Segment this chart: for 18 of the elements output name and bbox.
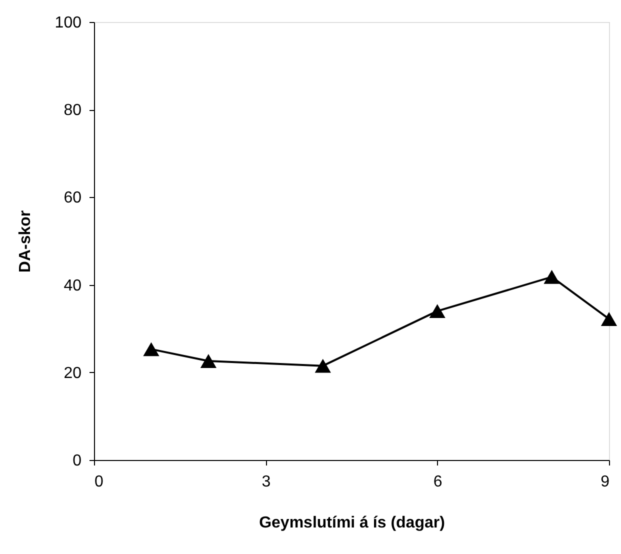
x-tick-label: 3 — [262, 474, 271, 490]
point — [314, 358, 331, 373]
x-axis-title: Geymslutími á ís (dagar) — [259, 514, 445, 532]
point — [600, 312, 618, 326]
point — [143, 342, 160, 356]
y-tick-label: 40 — [64, 277, 82, 294]
y-tick-label: 80 — [64, 102, 82, 120]
x-tick-label: 0 — [94, 474, 104, 490]
x-tick-label: 6 — [433, 474, 442, 490]
point — [544, 270, 560, 284]
y-tick-label: 0 — [72, 452, 82, 470]
y-tick-label: 20 — [64, 364, 82, 382]
point — [200, 354, 217, 368]
y-tick-label: 60 — [64, 190, 82, 207]
x-tick-label: 9 — [600, 474, 610, 490]
point — [429, 304, 446, 318]
y-tick-label: 100 — [54, 14, 82, 32]
y-axis-title: DA-skor — [16, 210, 34, 273]
